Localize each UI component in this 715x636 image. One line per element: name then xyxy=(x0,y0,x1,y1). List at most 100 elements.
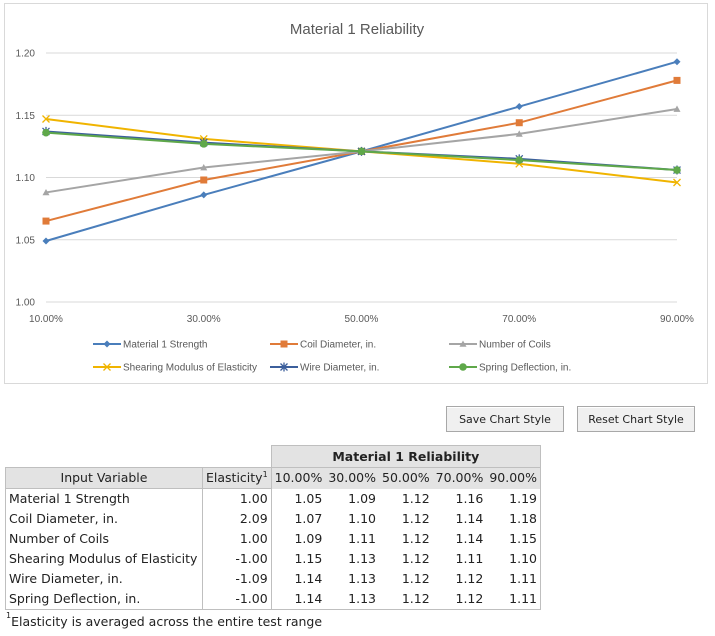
value-cell: 1.05 xyxy=(294,490,323,506)
elasticity-cell: -1.00 xyxy=(202,589,272,610)
input-variable-header: Input Variable xyxy=(5,467,203,489)
table-group-header-row: Material 1 Reliability xyxy=(6,445,542,468)
percent-header: 50.00% xyxy=(379,467,433,489)
chart-area: Material 1 Reliability 1.00 1.05 1.10 1.15 1.… xyxy=(4,3,708,384)
elasticity-cell: -1.09 xyxy=(202,569,272,589)
chart-title: Material 1 Reliability xyxy=(290,21,425,38)
elasticity-header-text: Elasticity xyxy=(206,470,263,485)
input-variable-header-text: Input Variable xyxy=(60,470,148,485)
value-cell: 1.15 xyxy=(294,551,323,566)
legend-label: Number of Coils xyxy=(479,340,551,351)
x-tick-label: 70.00% xyxy=(502,314,536,325)
series-3-point xyxy=(515,130,523,137)
value-cell: 1.12 xyxy=(401,490,430,506)
x-tick-label: 10.00% xyxy=(29,314,63,325)
value-cell: 1.09 xyxy=(348,490,376,506)
series-1-point xyxy=(42,237,50,245)
table-group-header: Material 1 Reliability xyxy=(270,445,542,468)
legend-label: Wire Diameter, in. xyxy=(300,363,379,374)
legend-label: Coil Diameter, in. xyxy=(300,340,376,351)
value-cell: 1.12 xyxy=(379,589,433,610)
value-cell: 1.11 xyxy=(486,569,542,589)
series-6-point xyxy=(42,128,50,137)
series-2-point xyxy=(42,217,50,225)
footnote: 1Elasticity is averaged across the entir… xyxy=(6,611,323,629)
legend-marker xyxy=(103,363,111,371)
x-tick-label: 30.00% xyxy=(187,314,221,325)
value-cell: 1.18 xyxy=(486,509,542,529)
x-tick-label: 50.00% xyxy=(345,314,379,325)
value-cell: 1.09 xyxy=(294,531,323,546)
value-cell: 1.15 xyxy=(486,529,542,549)
reset-chart-style-button[interactable]: Reset Chart Style xyxy=(577,406,695,432)
series-6-point xyxy=(199,140,208,148)
save-chart-style-button[interactable]: Save Chart Style xyxy=(446,406,564,432)
series-3-point xyxy=(42,188,50,196)
input-variable-cell: Material 1 Strength xyxy=(5,488,203,509)
value-cell: 1.12 xyxy=(401,531,430,546)
footnote-text: Elasticity is averaged across the entire… xyxy=(11,614,323,629)
percent-header: 30.00% xyxy=(325,467,379,489)
elasticity-cell: -1.00 xyxy=(202,549,272,569)
elasticity-cell: 2.09 xyxy=(202,509,272,529)
table-header-row: Input Variable Elasticity1 10.00% 30.00%… xyxy=(5,467,542,489)
series-3-point xyxy=(673,105,681,112)
value-cell: 1.13 xyxy=(325,589,379,610)
value-cell: 1.12 xyxy=(401,551,430,566)
legend-label: Spring Deflection, in. xyxy=(479,363,571,374)
series-3-point xyxy=(200,164,208,171)
series-4-point xyxy=(42,115,50,123)
value-cell: 1.13 xyxy=(348,551,376,566)
input-variable-cell: Wire Diameter, in. xyxy=(5,569,203,589)
legend-marker xyxy=(459,363,467,371)
value-cell: 1.16 xyxy=(455,490,484,506)
value-cell: 1.10 xyxy=(486,549,542,569)
table-row: Material 1 Strength 1.00 1.05 1.09 1.12 1.16 1… xyxy=(5,488,542,509)
y-tick-label: 1.00 xyxy=(16,298,36,309)
value-cell: 1.13 xyxy=(348,571,376,586)
footnote-marker: 1 xyxy=(6,611,12,620)
table-row: Number of Coils 1.00 1.09 1.11 1.12 1.14 1.15 xyxy=(5,529,542,549)
value-cell: 1.10 xyxy=(348,511,376,526)
table-row: Shearing Modulus of Elasticity -1.00 1.15 1… xyxy=(5,549,542,569)
chart-svg: Material 1 Reliability 1.00 1.05 1.10 1.15 1.… xyxy=(16,21,695,374)
value-cell: 1.14 xyxy=(455,511,484,526)
series-1-point xyxy=(515,103,523,111)
elasticity-header: Elasticity1 xyxy=(202,467,272,489)
reliability-table: Material 1 Reliability Input Variable El… xyxy=(5,445,542,610)
percent-header: 10.00% xyxy=(270,467,326,489)
table-row: Spring Deflection, in. -1.00 1.14 1.13 1.12 1… xyxy=(5,589,542,610)
elasticity-footnote-marker: 1 xyxy=(262,470,268,479)
value-cell: 1.12 xyxy=(455,571,484,586)
series-2-point xyxy=(515,119,523,127)
table-row: Coil Diameter, in. 2.09 1.07 1.10 1.12 1.14 1.… xyxy=(5,509,542,529)
legend-marker xyxy=(103,340,111,348)
table-row: Wire Diameter, in. -1.09 1.14 1.13 1.12 1.12 1… xyxy=(5,569,542,589)
elasticity-cell: 1.00 xyxy=(202,529,272,549)
x-tick-label: 90.00% xyxy=(660,314,694,325)
elasticity-cell: 1.00 xyxy=(202,488,272,509)
percent-header: 70.00% xyxy=(432,467,487,489)
legend-marker xyxy=(280,362,288,372)
value-cell: 1.14 xyxy=(455,531,484,546)
value-cell: 1.12 xyxy=(401,571,430,586)
value-cell: 1.12 xyxy=(401,511,430,526)
y-tick-label: 1.10 xyxy=(16,173,36,184)
value-cell: 1.14 xyxy=(294,571,323,586)
y-tick-label: 1.15 xyxy=(16,111,36,122)
legend-marker xyxy=(280,340,288,348)
percent-header: 90.00% xyxy=(486,467,542,489)
legend-marker xyxy=(459,340,467,347)
input-variable-cell: Coil Diameter, in. xyxy=(5,509,203,529)
value-cell: 1.12 xyxy=(432,589,487,610)
series-6-point xyxy=(673,166,681,174)
input-variable-cell: Spring Deflection, in. xyxy=(5,589,203,610)
series-1-point xyxy=(673,58,681,66)
y-tick-label: 1.20 xyxy=(16,49,36,60)
series-2-point xyxy=(673,76,681,84)
series-6-point xyxy=(515,156,524,164)
value-cell: 1.11 xyxy=(486,589,542,610)
value-cell: 1.07 xyxy=(294,511,323,526)
series-4-point xyxy=(673,178,681,187)
value-cell: 1.11 xyxy=(455,551,484,566)
